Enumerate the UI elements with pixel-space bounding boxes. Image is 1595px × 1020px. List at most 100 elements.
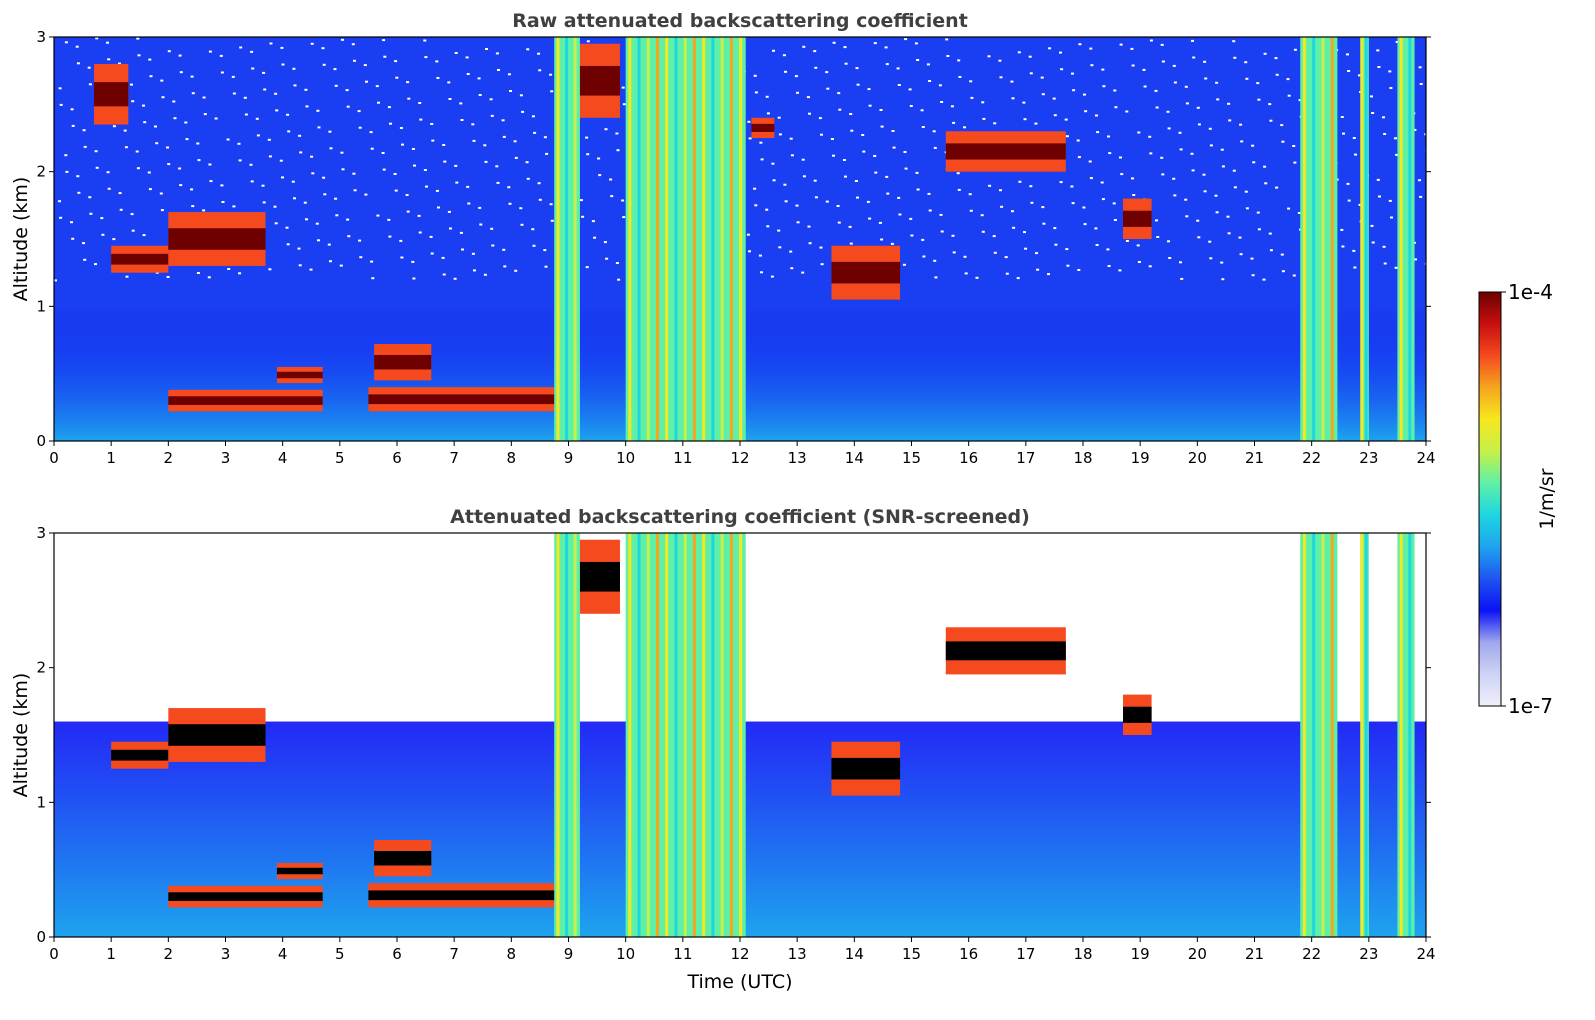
noise-speckle xyxy=(1346,182,1350,185)
noise-speckle xyxy=(1215,211,1219,214)
rain-streak xyxy=(665,37,669,441)
noise-speckle xyxy=(999,189,1002,192)
noise-speckle xyxy=(334,84,338,87)
noise-speckle xyxy=(449,227,452,230)
noise-speckle xyxy=(417,214,421,217)
noise-speckle xyxy=(143,121,147,124)
x-tick-label: 6 xyxy=(392,449,402,467)
noise-speckle xyxy=(310,155,314,158)
noise-speckle xyxy=(479,223,483,226)
noise-speckle xyxy=(1275,73,1279,76)
noise-speckle xyxy=(353,189,357,192)
noise-speckle xyxy=(119,208,123,211)
cloud-core xyxy=(168,892,323,901)
axis-ticks: 0 1 2 3 4 5 6 7 8 9 10 11 12 13 14 15 16 17 18 19 20 21 22 23 24… xyxy=(36,28,1435,467)
rain-streak xyxy=(573,533,577,937)
noise-speckle xyxy=(1018,180,1022,183)
noise-speckle xyxy=(495,165,499,168)
noise-speckle xyxy=(1114,106,1118,109)
noise-speckle xyxy=(167,50,171,53)
rain-streak xyxy=(674,533,678,937)
y-tick-label: 0 xyxy=(36,928,46,946)
noise-speckle xyxy=(1012,226,1016,229)
x-tick-label: 19 xyxy=(1131,449,1150,467)
x-tick-label: 24 xyxy=(1416,945,1435,963)
x-tick-label: 22 xyxy=(1302,945,1321,963)
noise-speckle xyxy=(209,180,213,183)
noise-speckle xyxy=(884,46,888,49)
noise-speckle xyxy=(273,205,277,208)
noise-speckle xyxy=(1209,257,1213,260)
noise-speckle xyxy=(1119,43,1123,46)
cloud-core xyxy=(276,371,323,379)
noise-speckle xyxy=(1352,249,1356,252)
noise-speckle xyxy=(910,234,914,237)
noise-speckle xyxy=(1281,270,1285,273)
noise-speckle xyxy=(442,144,446,146)
noise-speckle xyxy=(795,204,799,207)
noise-speckle xyxy=(545,152,549,155)
noise-speckle xyxy=(1352,137,1356,139)
noise-speckle xyxy=(946,55,950,57)
noise-speckle xyxy=(1071,72,1074,75)
noise-speckle xyxy=(1024,247,1028,250)
noise-speckle xyxy=(896,67,900,70)
noise-speckle xyxy=(359,256,363,259)
noise-speckle xyxy=(1017,51,1021,54)
noise-speckle xyxy=(1065,248,1069,251)
noise-speckle xyxy=(1220,261,1224,264)
noise-speckle xyxy=(880,238,884,241)
noise-speckle xyxy=(597,157,601,160)
noise-speckle xyxy=(1053,114,1057,117)
noise-speckle xyxy=(1256,211,1260,214)
noise-speckle xyxy=(928,80,932,82)
rain-streak xyxy=(1302,533,1306,937)
noise-speckle xyxy=(58,200,61,203)
noise-speckle xyxy=(593,236,597,239)
noise-speckle xyxy=(268,268,272,271)
noise-speckle xyxy=(1137,261,1141,263)
x-tick-label: 15 xyxy=(902,449,921,467)
noise-speckle xyxy=(484,160,488,163)
cloud-core xyxy=(1123,210,1152,227)
noise-speckle xyxy=(1286,78,1290,81)
heatmap-marks xyxy=(54,37,1429,441)
noise-speckle xyxy=(1378,195,1381,198)
x-tick-label: 16 xyxy=(959,449,978,467)
noise-speckle xyxy=(322,63,326,66)
noise-speckle xyxy=(100,217,104,220)
rain-streak xyxy=(1330,37,1334,441)
noise-speckle xyxy=(1173,81,1177,84)
noise-speckle xyxy=(130,83,133,86)
noise-speckle xyxy=(123,129,127,132)
x-tick-label: 23 xyxy=(1359,449,1378,467)
noise-speckle xyxy=(874,171,878,174)
noise-speckle xyxy=(291,180,295,183)
noise-speckle xyxy=(352,172,356,175)
x-tick-label: 21 xyxy=(1245,945,1264,963)
noise-speckle xyxy=(778,133,782,136)
y-tick-label: 3 xyxy=(36,28,46,46)
noise-speckle xyxy=(399,127,403,129)
noise-speckle xyxy=(885,175,889,178)
noise-speckle xyxy=(1257,98,1261,101)
cloud-core xyxy=(945,641,1066,661)
noise-speckle xyxy=(854,180,858,182)
noise-speckle xyxy=(525,161,529,164)
noise-speckle xyxy=(796,91,799,94)
noise-speckle xyxy=(95,166,99,169)
noise-speckle xyxy=(1072,89,1076,92)
noise-speckle xyxy=(1383,133,1387,135)
noise-speckle xyxy=(826,87,830,90)
rain-streak xyxy=(665,533,669,937)
noise-speckle xyxy=(155,142,159,145)
noise-speckle xyxy=(802,45,806,48)
noise-speckle xyxy=(106,41,109,44)
noise-speckle xyxy=(377,101,380,104)
noise-speckle xyxy=(1196,106,1200,109)
noise-speckle xyxy=(873,42,877,45)
noise-speckle xyxy=(299,151,303,154)
noise-speckle xyxy=(1029,185,1033,188)
noise-speckle xyxy=(934,276,938,279)
noise-speckle xyxy=(544,265,548,268)
